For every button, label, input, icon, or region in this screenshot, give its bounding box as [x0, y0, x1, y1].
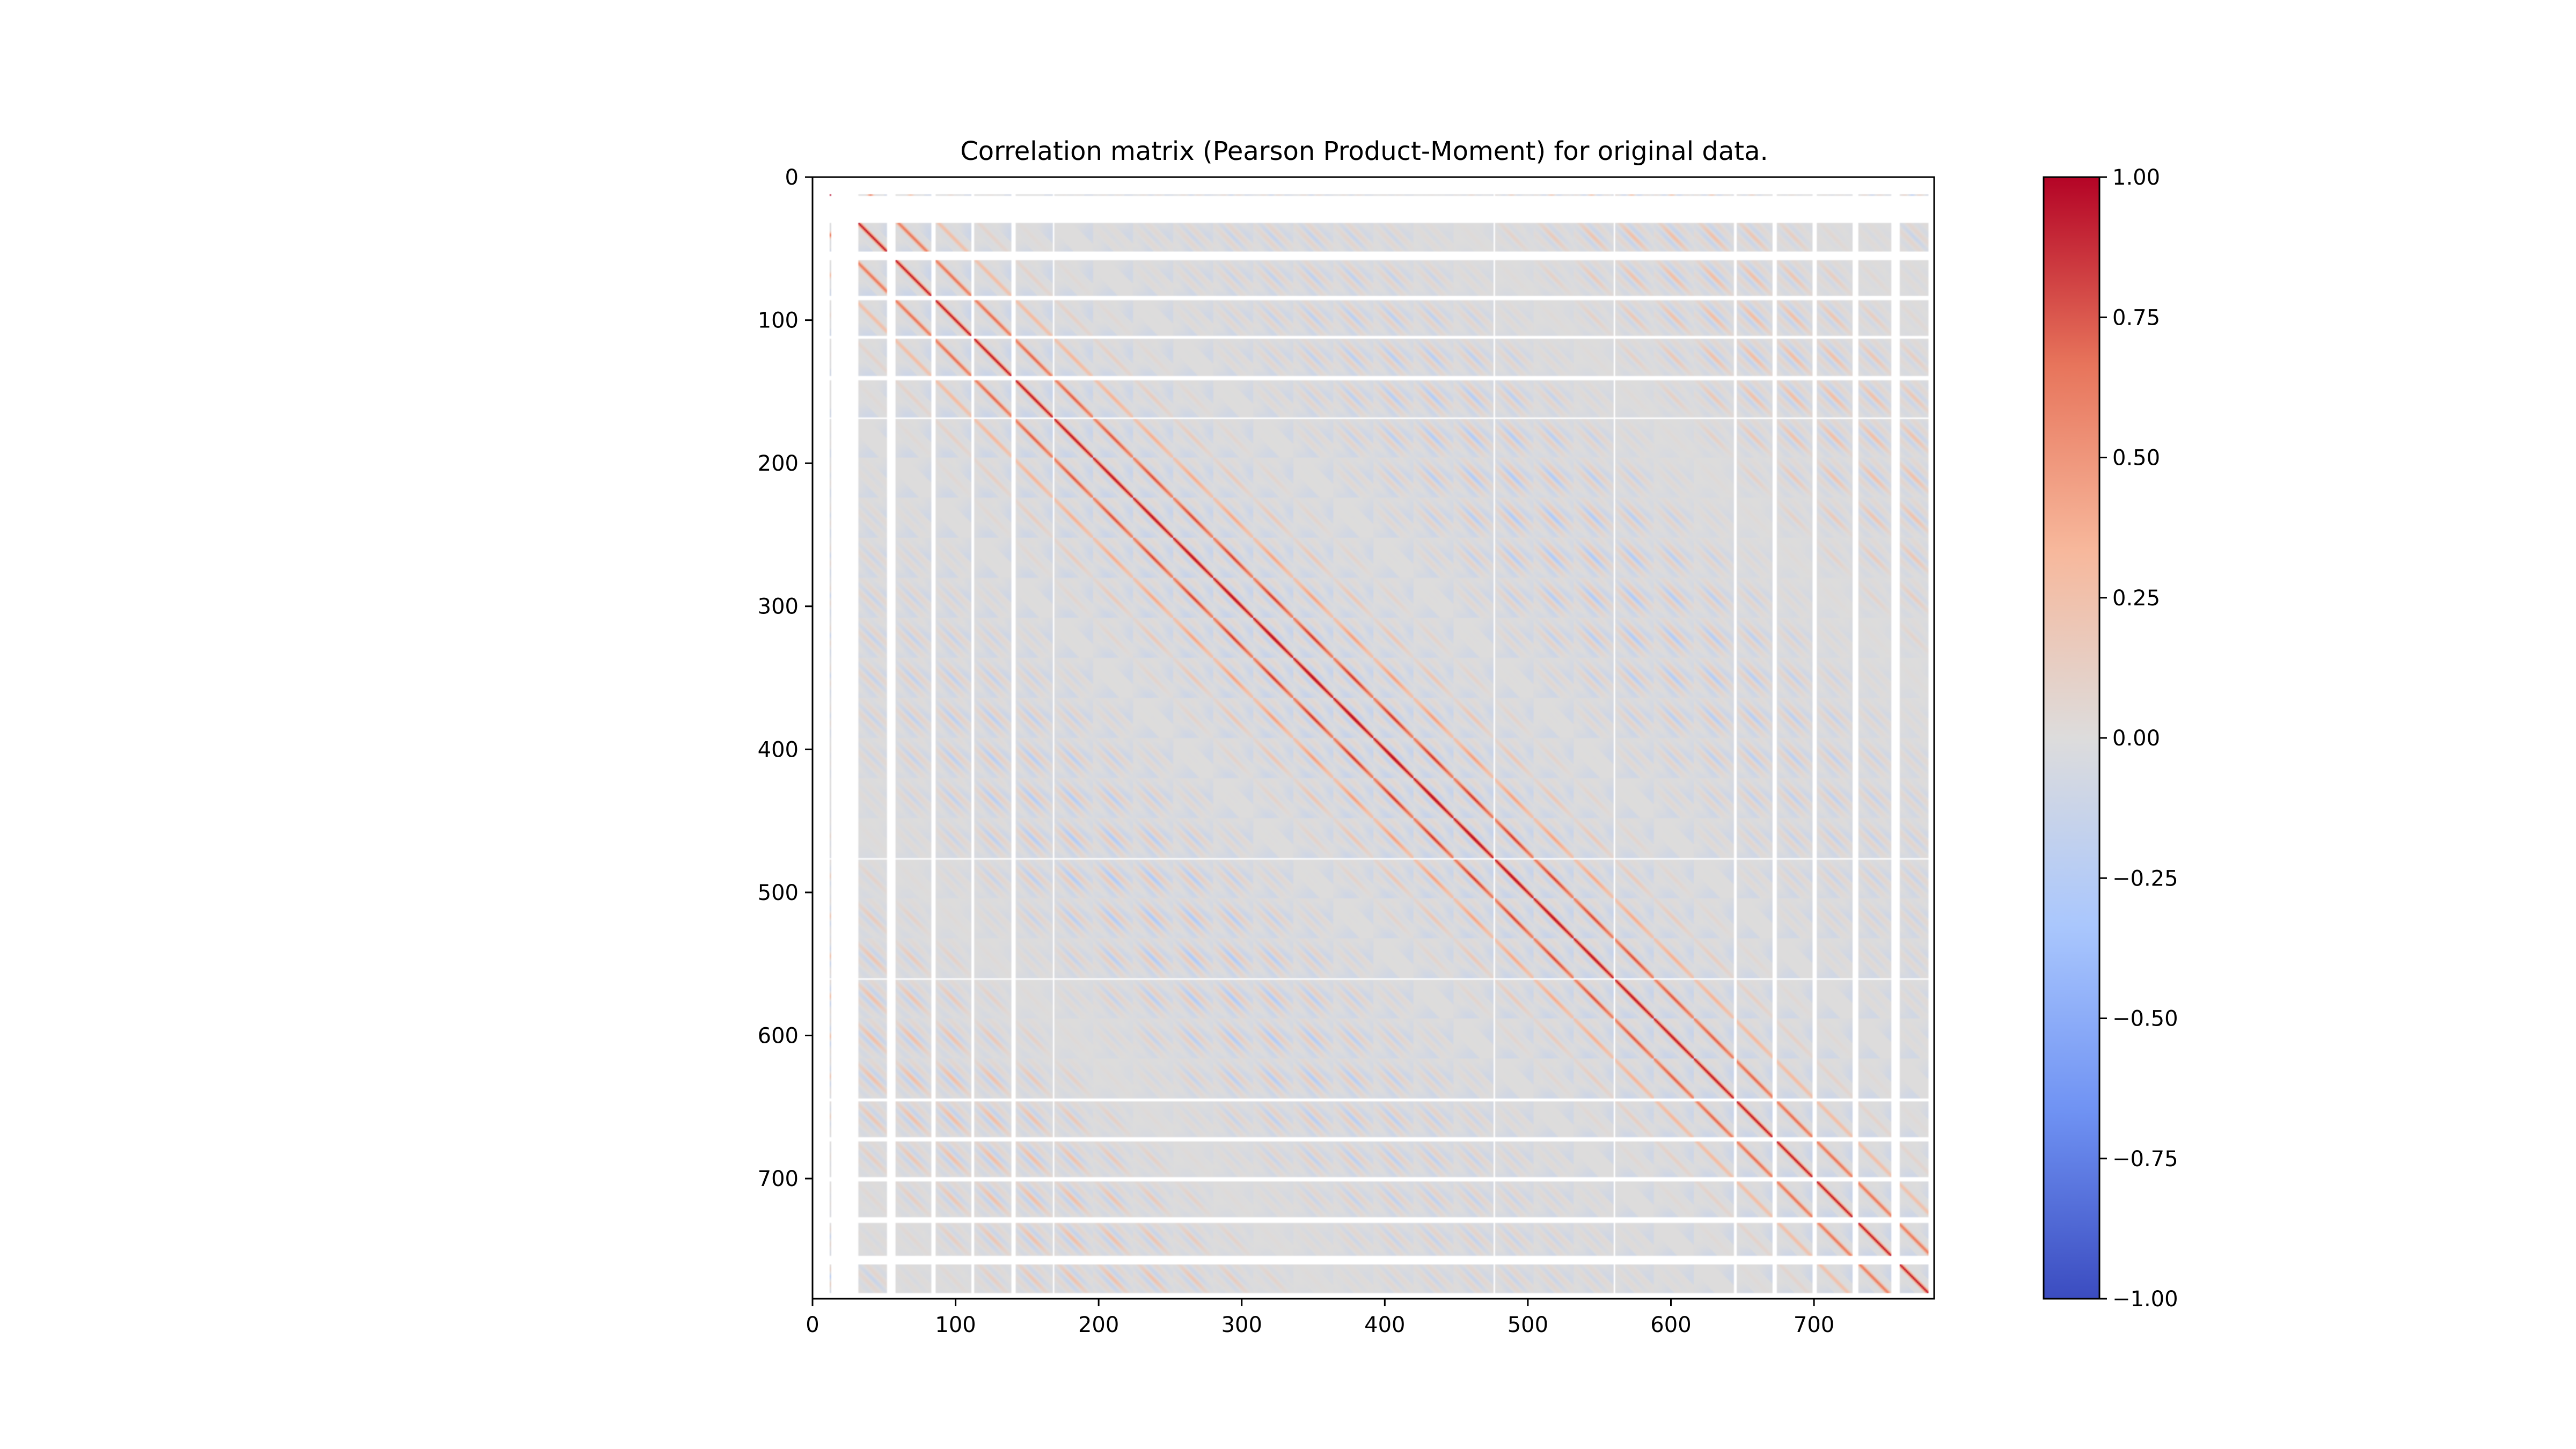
- y-tick-label: 300: [758, 595, 799, 619]
- colorbar-tick-label: 0.00: [2112, 726, 2160, 751]
- y-tick-label: 100: [758, 309, 799, 333]
- colorbar-tick-label: −0.50: [2112, 1007, 2178, 1031]
- x-tick-label: 500: [1507, 1313, 1548, 1337]
- x-tick-label: 200: [1078, 1313, 1119, 1337]
- heatmap-image: [813, 177, 1934, 1299]
- y-tick-label: 500: [758, 881, 799, 905]
- y-tick-label: 400: [758, 737, 799, 762]
- chart-title: Correlation matrix (Pearson Product-Mome…: [960, 136, 1768, 166]
- colorbar: [2044, 177, 2099, 1299]
- heatmap-container: [813, 177, 1934, 1299]
- x-axis: 0 100 200 300 400 500 600 700: [806, 1299, 1834, 1337]
- y-tick-label: 200: [758, 451, 799, 476]
- colorbar-tick-label: −0.75: [2112, 1147, 2178, 1172]
- y-axis: 0 100 200 300 400 500 600 700: [758, 165, 813, 1191]
- colorbar-tick-label: 0.25: [2112, 586, 2160, 611]
- x-tick-label: 400: [1364, 1313, 1405, 1337]
- x-tick-label: 700: [1794, 1313, 1834, 1337]
- x-tick-label: 600: [1650, 1313, 1691, 1337]
- colorbar-tick-label: −0.25: [2112, 866, 2178, 891]
- colorbar-axis: 1.00 0.75 0.50 0.25 0.00 −0.25 −0.50 −0.75 −1.00: [2099, 165, 2178, 1312]
- colorbar-tick-label: 0.75: [2112, 305, 2160, 330]
- x-tick-label: 100: [935, 1313, 976, 1337]
- heatmap-frame: [811, 176, 1935, 1300]
- x-tick-label: 300: [1221, 1313, 1262, 1337]
- colorbar-tick-label: 1.00: [2112, 165, 2160, 190]
- colorbar-tick-label: 0.50: [2112, 446, 2160, 471]
- y-tick-label: 700: [758, 1167, 799, 1191]
- colorbar-tick-label: −1.00: [2112, 1287, 2178, 1312]
- y-tick-label: 600: [758, 1023, 799, 1048]
- y-tick-label: 0: [785, 165, 799, 190]
- x-tick-label: 0: [806, 1313, 819, 1337]
